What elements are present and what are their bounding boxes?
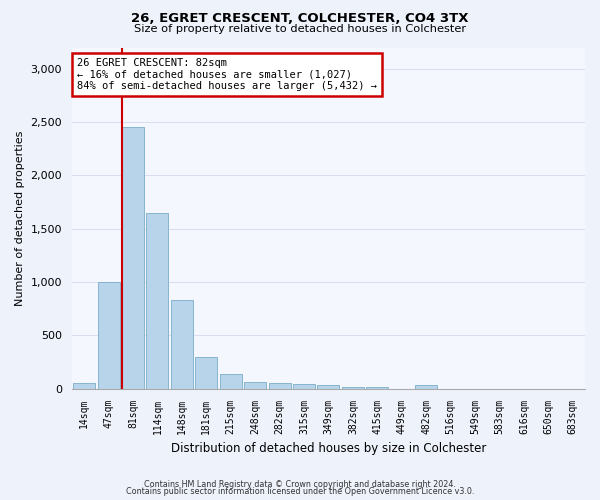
Text: 26 EGRET CRESCENT: 82sqm
← 16% of detached houses are smaller (1,027)
84% of sem: 26 EGRET CRESCENT: 82sqm ← 16% of detach…	[77, 58, 377, 91]
Bar	[342, 386, 364, 388]
Text: Size of property relative to detached houses in Colchester: Size of property relative to detached ho…	[134, 24, 466, 34]
Bar	[73, 384, 95, 388]
Bar	[195, 356, 217, 388]
Text: Contains HM Land Registry data © Crown copyright and database right 2024.: Contains HM Land Registry data © Crown c…	[144, 480, 456, 489]
Bar	[367, 387, 388, 388]
Bar	[415, 386, 437, 388]
Bar	[220, 374, 242, 388]
Bar	[171, 300, 193, 388]
Bar	[317, 386, 340, 388]
Bar	[122, 128, 144, 388]
Bar	[293, 384, 315, 388]
Y-axis label: Number of detached properties: Number of detached properties	[15, 130, 25, 306]
Bar	[269, 383, 290, 388]
X-axis label: Distribution of detached houses by size in Colchester: Distribution of detached houses by size …	[171, 442, 486, 455]
Text: 26, EGRET CRESCENT, COLCHESTER, CO4 3TX: 26, EGRET CRESCENT, COLCHESTER, CO4 3TX	[131, 12, 469, 26]
Bar	[244, 382, 266, 388]
Bar	[146, 213, 169, 388]
Text: Contains public sector information licensed under the Open Government Licence v3: Contains public sector information licen…	[126, 487, 474, 496]
Bar	[98, 282, 119, 389]
